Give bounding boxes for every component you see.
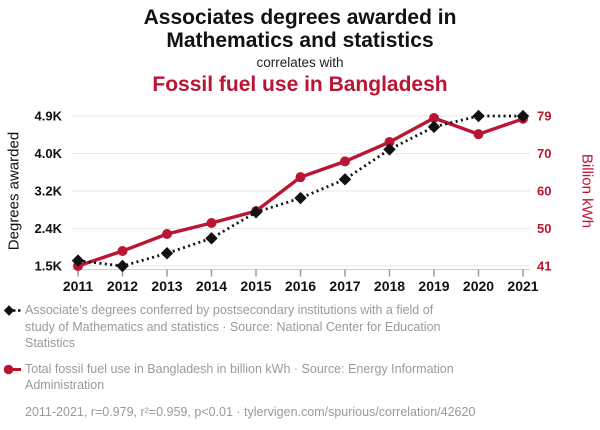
data-point-diamond bbox=[160, 247, 174, 260]
stats-footer: 2011-2021, r=0.979, r²=0.959, p<0.01 · t… bbox=[25, 404, 476, 419]
y-axis-tick-label-right: 41 bbox=[537, 259, 551, 274]
y-axis-tick-label-left: 1.5K bbox=[35, 259, 63, 274]
legend-label-fossil: Total fossil fuel use in Bangladesh in b… bbox=[25, 361, 454, 393]
x-axis-tick-label: 2013 bbox=[151, 278, 182, 294]
series-line-diamond bbox=[77, 114, 524, 268]
y-axis-tick-label-left: 4.0K bbox=[35, 146, 63, 161]
data-point-diamond bbox=[516, 109, 530, 123]
y-axis-tick-label-left: 2.4K bbox=[35, 221, 63, 236]
data-point-diamond bbox=[249, 206, 263, 219]
red-circle-solid-line-icon bbox=[3, 364, 21, 374]
x-axis-tick-label: 2014 bbox=[196, 278, 227, 294]
legend-item-degrees: Associate's degrees conferred by postsec… bbox=[3, 302, 583, 352]
legend-item-fossil: Total fossil fuel use in Bangladesh in b… bbox=[3, 361, 583, 394]
data-point-diamond bbox=[116, 259, 129, 273]
data-point-circle bbox=[429, 112, 439, 123]
y-axis-tick-label-right: 79 bbox=[537, 109, 551, 124]
data-point-circle bbox=[117, 246, 128, 256]
data-point-circle bbox=[206, 217, 217, 228]
data-point-circle bbox=[384, 137, 395, 148]
x-axis-tick-label: 2011 bbox=[63, 278, 94, 294]
legend-label-degrees: Associate's degrees conferred by postsec… bbox=[25, 303, 441, 350]
x-axis-tick-label: 2017 bbox=[329, 278, 360, 294]
chart-subtitle: Fossil fuel use in Bangladesh bbox=[152, 73, 448, 96]
chart-title-line2: Mathematics and statistics bbox=[166, 29, 434, 52]
x-axis-tick-label: 2020 bbox=[463, 278, 494, 294]
x-axis-tick-label: 2021 bbox=[507, 278, 538, 294]
data-point-diamond bbox=[71, 254, 85, 267]
x-axis-tick-label: 2015 bbox=[240, 278, 271, 294]
data-point-circle bbox=[295, 172, 306, 183]
y-axis-tick-label-right: 50 bbox=[537, 221, 551, 236]
right-axis-title: Billion kWh bbox=[578, 153, 596, 229]
data-point-circle bbox=[473, 129, 484, 140]
data-point-diamond bbox=[472, 109, 485, 123]
legend: Associate's degrees conferred by postsec… bbox=[3, 302, 583, 419]
data-point-circle bbox=[162, 229, 172, 240]
data-point-diamond bbox=[205, 232, 218, 245]
data-point-diamond bbox=[338, 173, 352, 186]
chart-title-line1: Associates degrees awarded in bbox=[143, 6, 457, 29]
x-axis-tick-label: 2016 bbox=[285, 278, 316, 294]
y-axis-tick-label-left: 3.2K bbox=[35, 184, 63, 199]
chart-plot-area: 1.5K 41 2.4K 50 3.2K 60 4.0K 70 4.9K 79 2011 2012 20… bbox=[35, 109, 552, 295]
correlates-with-text: correlates with bbox=[256, 55, 344, 70]
data-point-diamond bbox=[427, 120, 441, 134]
x-axis-tick-label: 2012 bbox=[107, 278, 138, 294]
left-axis-title: Degrees awarded bbox=[5, 131, 23, 251]
x-axis-tick-label: 2018 bbox=[374, 278, 405, 294]
y-axis-tick-label-left: 4.9K bbox=[35, 109, 63, 124]
chart-title: Associates degrees awarded in Mathematic… bbox=[0, 6, 600, 52]
black-diamond-dotted-line-icon bbox=[3, 305, 22, 316]
data-point-diamond bbox=[294, 191, 307, 205]
data-point-circle bbox=[340, 156, 350, 167]
data-point-diamond bbox=[383, 143, 396, 156]
y-axis-tick-label-right: 60 bbox=[537, 184, 551, 199]
y-axis-tick-label-right: 70 bbox=[537, 146, 551, 161]
x-axis-tick-label: 2019 bbox=[418, 278, 449, 294]
